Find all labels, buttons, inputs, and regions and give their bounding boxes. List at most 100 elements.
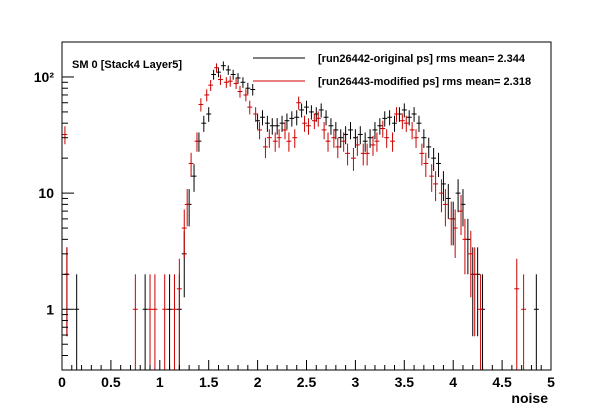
data-point bbox=[475, 247, 481, 337]
data-point bbox=[302, 115, 307, 132]
x-tick-label: 3 bbox=[352, 374, 360, 390]
data-point bbox=[266, 129, 272, 148]
legend-label-modified: [run26443-modified ps] rms mean= 2.318 bbox=[318, 76, 531, 88]
data-layer bbox=[62, 61, 539, 370]
data-point bbox=[472, 247, 478, 337]
legend-label-original: [run26442-original ps] rms mean= 2.344 bbox=[318, 53, 526, 65]
data-point bbox=[399, 113, 405, 130]
data-point bbox=[142, 274, 148, 370]
x-tick-label: 2.5 bbox=[297, 374, 317, 390]
data-point bbox=[188, 152, 194, 178]
data-point bbox=[345, 143, 351, 166]
data-point bbox=[308, 105, 314, 120]
data-point bbox=[396, 107, 402, 122]
data-point bbox=[243, 89, 249, 102]
data-point bbox=[328, 118, 334, 135]
data-point bbox=[431, 147, 437, 171]
data-point bbox=[394, 107, 399, 122]
x-tick-label: 4.5 bbox=[492, 374, 512, 390]
data-point bbox=[374, 132, 380, 152]
y-tick-label: 1 bbox=[46, 301, 54, 317]
data-point bbox=[478, 274, 484, 370]
data-point bbox=[181, 209, 187, 258]
data-point bbox=[382, 111, 388, 127]
data-point bbox=[245, 82, 251, 95]
data-point bbox=[335, 137, 341, 159]
data-point bbox=[260, 110, 265, 126]
data-point bbox=[284, 113, 290, 130]
data-point bbox=[423, 152, 429, 178]
data-point bbox=[318, 103, 324, 118]
data-point bbox=[214, 63, 219, 73]
x-axis-title: noise bbox=[511, 390, 548, 406]
data-point bbox=[354, 135, 360, 156]
data-point bbox=[227, 76, 233, 87]
data-point bbox=[167, 274, 173, 370]
data-point bbox=[292, 129, 298, 148]
data-point bbox=[331, 129, 337, 148]
data-point bbox=[206, 107, 212, 122]
data-point bbox=[211, 69, 217, 80]
data-point bbox=[426, 137, 432, 159]
data-point bbox=[204, 89, 210, 102]
data-point bbox=[176, 258, 182, 370]
data-point bbox=[237, 85, 243, 98]
data-point bbox=[74, 274, 80, 370]
data-point bbox=[401, 103, 407, 118]
data-point bbox=[452, 209, 458, 258]
data-point bbox=[409, 122, 415, 140]
data-point bbox=[514, 258, 520, 370]
data-point bbox=[364, 143, 370, 166]
data-point bbox=[299, 103, 305, 118]
data-point bbox=[262, 137, 268, 159]
data-point bbox=[225, 65, 231, 75]
data-point bbox=[257, 122, 263, 140]
data-point bbox=[350, 147, 356, 171]
data-point bbox=[286, 132, 292, 152]
data-point bbox=[194, 132, 200, 152]
data-point bbox=[276, 129, 282, 148]
data-point bbox=[172, 274, 177, 370]
data-point bbox=[147, 274, 153, 370]
data-point bbox=[269, 118, 275, 135]
data-point bbox=[279, 115, 285, 132]
data-point bbox=[392, 115, 397, 132]
data-point bbox=[321, 122, 327, 140]
data-point bbox=[311, 113, 317, 130]
data-point bbox=[184, 189, 190, 227]
data-point bbox=[240, 77, 246, 88]
data-point bbox=[372, 122, 378, 140]
data-point bbox=[433, 171, 439, 202]
data-point bbox=[465, 218, 471, 275]
data-point bbox=[458, 194, 464, 236]
data-point bbox=[264, 115, 270, 132]
data-point bbox=[413, 129, 419, 148]
data-point bbox=[64, 247, 70, 337]
data-point bbox=[338, 129, 344, 148]
x-tick-label: 0 bbox=[58, 374, 66, 390]
x-tick-label: 1 bbox=[156, 374, 164, 390]
y-axis: 1 10 10² bbox=[34, 41, 74, 371]
data-point bbox=[377, 118, 383, 135]
data-point bbox=[235, 73, 241, 84]
data-point bbox=[162, 274, 168, 370]
data-point bbox=[132, 274, 138, 370]
data-point bbox=[62, 126, 68, 145]
data-point bbox=[304, 100, 309, 115]
chart-title: SM 0 [Stack4 Layer5] bbox=[72, 59, 182, 71]
data-point bbox=[403, 115, 409, 132]
data-point bbox=[455, 179, 461, 213]
data-point bbox=[274, 118, 280, 135]
data-point bbox=[416, 115, 422, 132]
data-point bbox=[152, 274, 158, 370]
data-point bbox=[233, 78, 239, 90]
data-point bbox=[436, 152, 441, 178]
data-point bbox=[348, 122, 353, 140]
data-point bbox=[370, 135, 376, 156]
data-point bbox=[323, 110, 329, 126]
data-point bbox=[250, 84, 256, 96]
data-point bbox=[272, 132, 278, 152]
series-original bbox=[64, 61, 539, 370]
x-tick-label: 1.5 bbox=[199, 374, 219, 390]
